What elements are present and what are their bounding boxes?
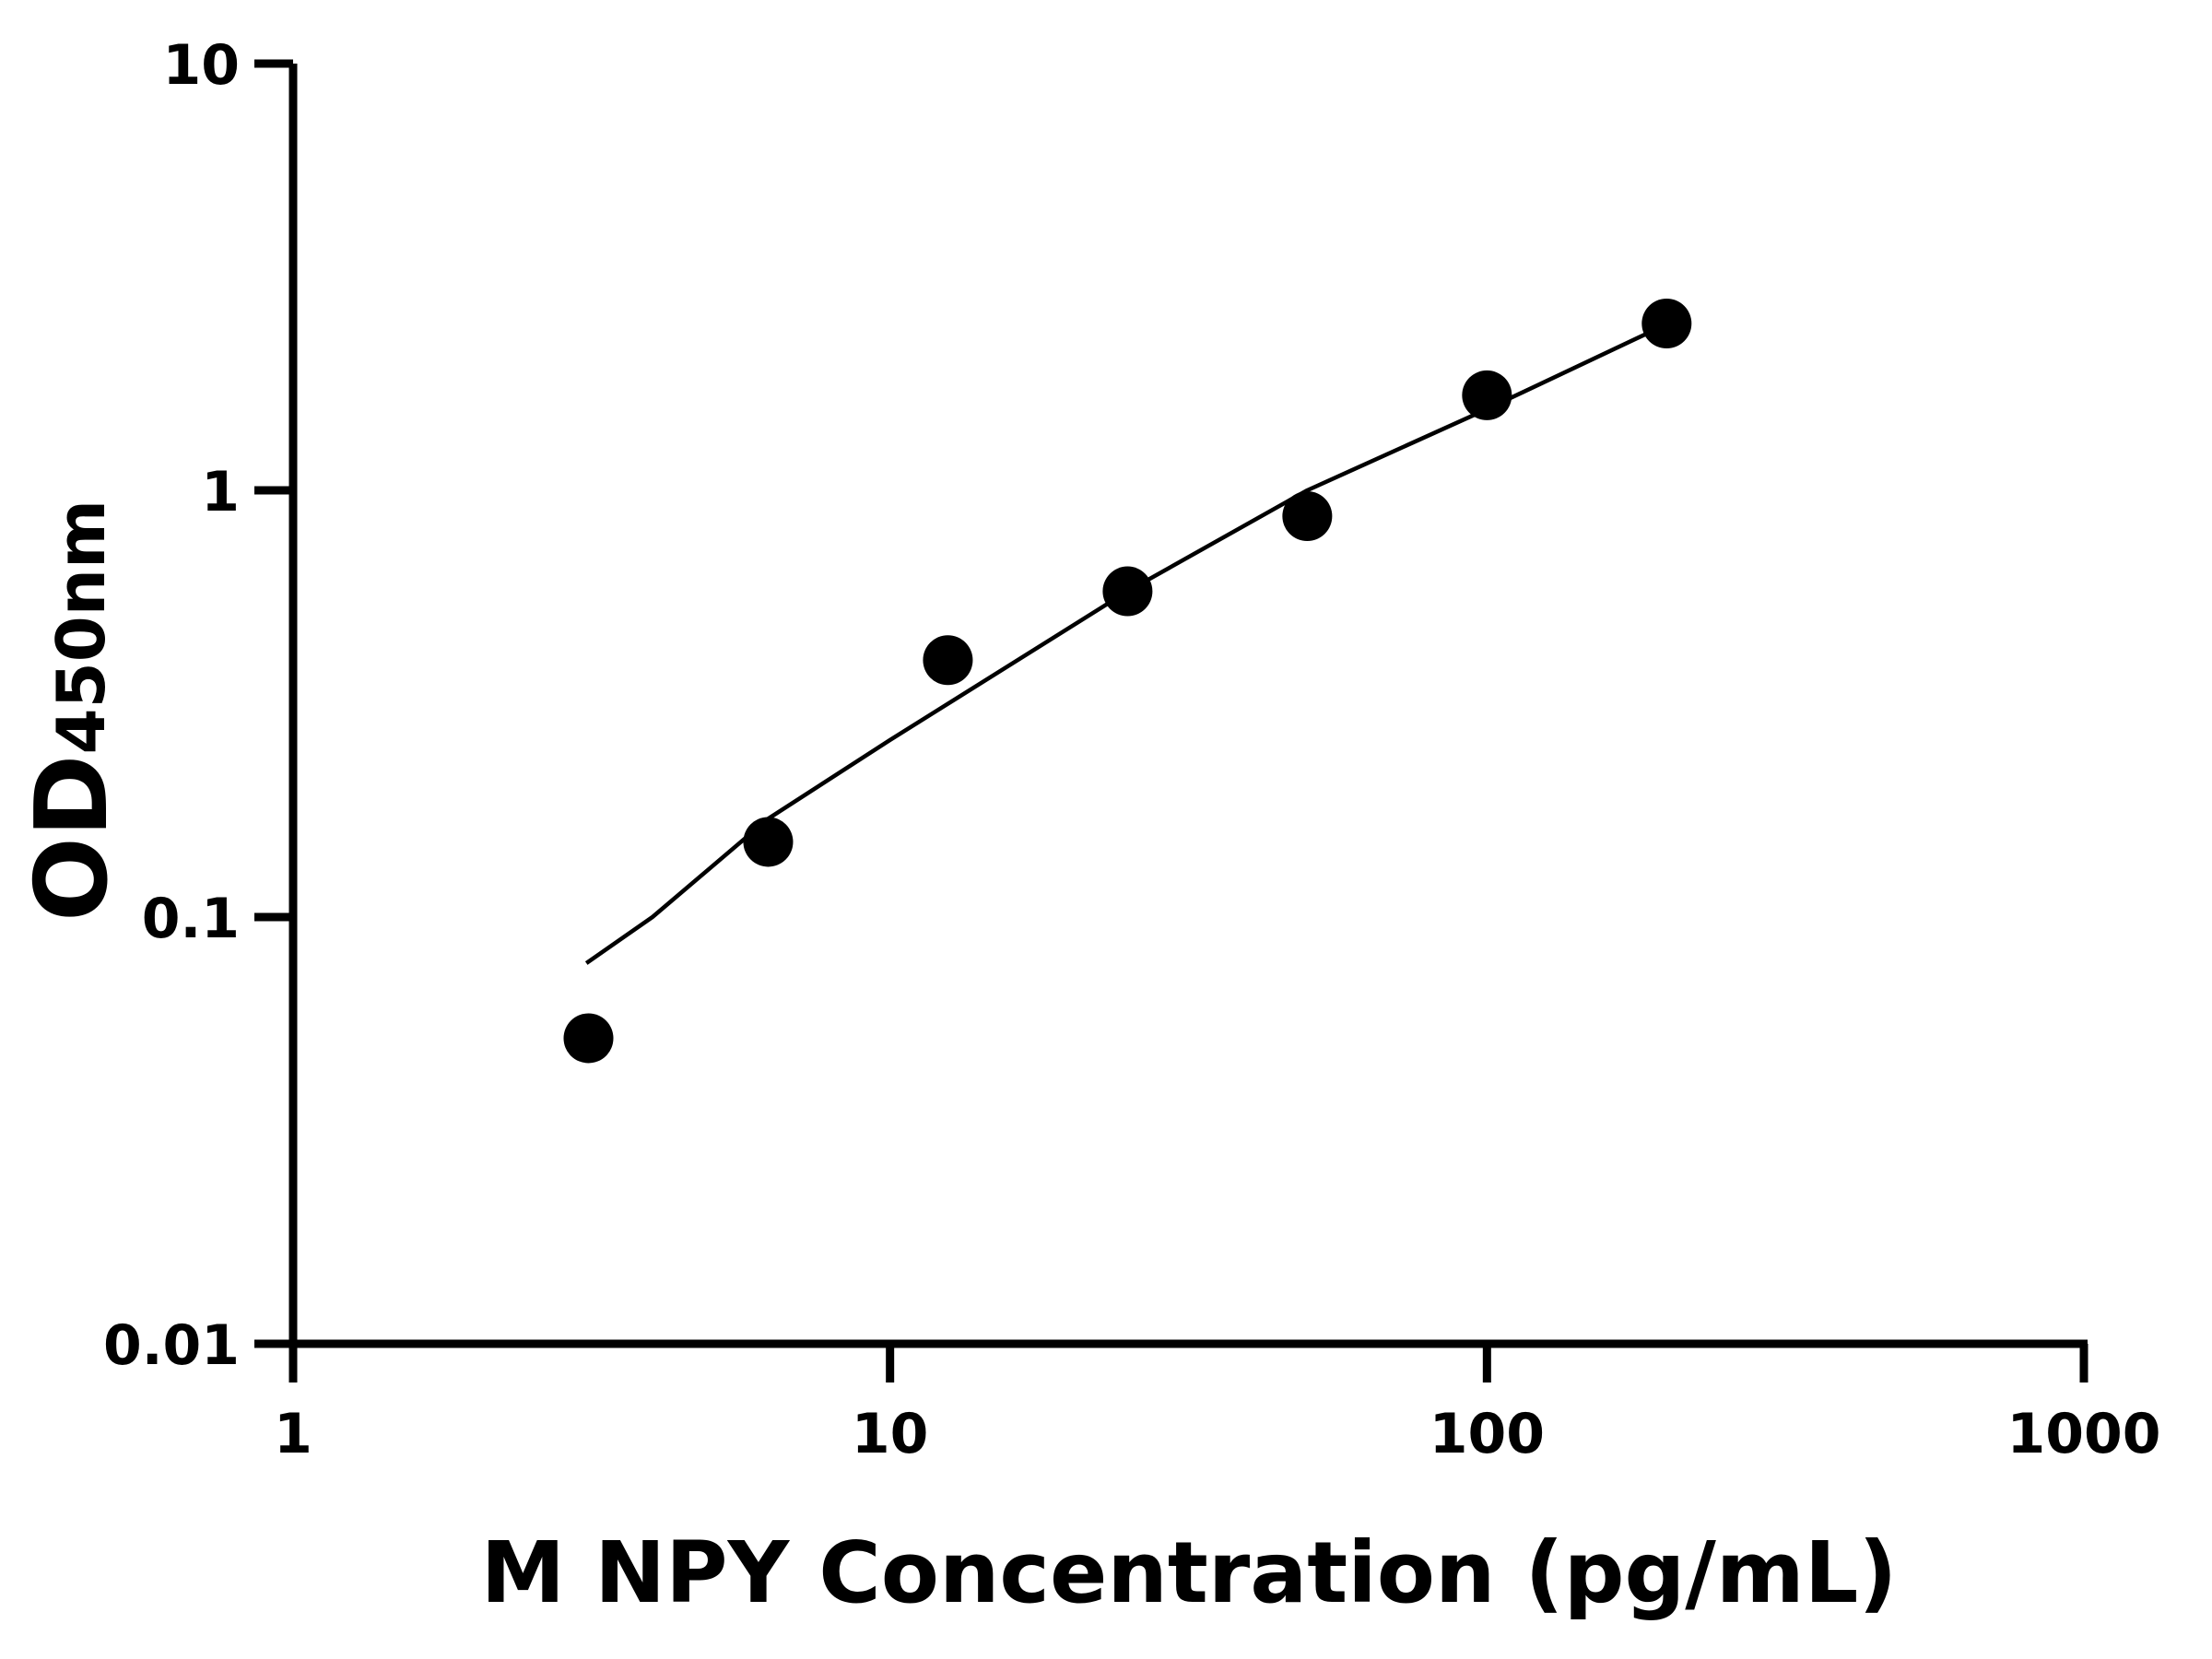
data-point bbox=[1102, 566, 1153, 617]
x-tick-label: 1 bbox=[274, 1402, 312, 1466]
y-tick-label: 0.1 bbox=[142, 887, 240, 951]
y-axis-label-main: OD bbox=[15, 755, 130, 922]
x-tick-label: 10 bbox=[852, 1402, 929, 1466]
y-axis-label: OD450nm bbox=[15, 500, 130, 922]
fit-curve bbox=[584, 322, 1668, 965]
axes: 1 10 100 1000 0.01 0.1 1 10 bbox=[103, 33, 2161, 1466]
data-point bbox=[1641, 298, 1692, 348]
data-point bbox=[563, 1013, 614, 1064]
data-points bbox=[563, 298, 1692, 1064]
y-tick-label: 1 bbox=[201, 460, 240, 524]
y-tick-label: 0.01 bbox=[103, 1313, 240, 1378]
x-axis-label: M NPY Concentration (pg/mL) bbox=[481, 1524, 1898, 1622]
data-point bbox=[1462, 370, 1512, 420]
y-axis-label-sub: 450nm bbox=[42, 500, 120, 755]
data-point bbox=[1282, 491, 1333, 542]
y-tick-label: 10 bbox=[163, 33, 241, 98]
x-tick-label: 100 bbox=[1430, 1402, 1545, 1466]
data-point bbox=[923, 635, 973, 686]
data-point bbox=[743, 817, 794, 867]
x-tick-label: 1000 bbox=[2007, 1402, 2161, 1466]
